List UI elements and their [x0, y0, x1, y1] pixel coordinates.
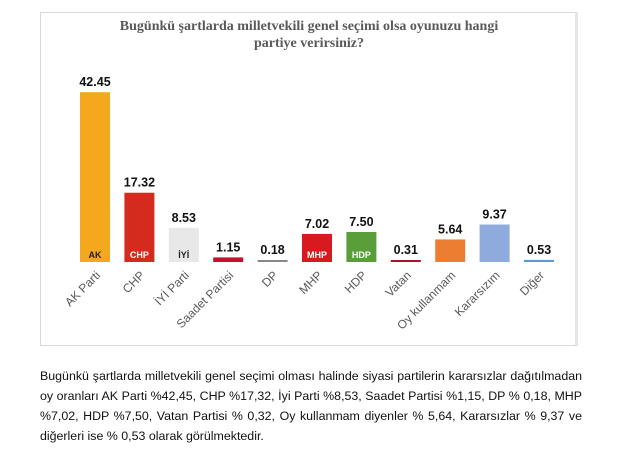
category-label: İYİ Parti	[152, 268, 192, 308]
chart-title-line-1: Bugünkü şartlarda milletvekili genel seç…	[119, 19, 499, 34]
data-label: 7.02	[305, 217, 329, 231]
data-label: 8.53	[172, 211, 196, 225]
category-label: AK Parti	[62, 268, 103, 309]
category-label: MHP	[296, 268, 325, 297]
bar	[302, 233, 332, 262]
bar-logo-mark: HDP	[352, 250, 371, 260]
category-label: Diğer	[517, 268, 547, 298]
bar-chart: AK 42.45 AK Parti CHP 17.32 CHP İYİ 8.53 İYİ Par…	[62, 75, 554, 332]
caption-text: Bugünkü şartlarda milletvekili genel seç…	[40, 369, 582, 443]
bar	[257, 260, 288, 262]
category-label: Kararsızım	[452, 268, 503, 319]
data-label: 5.64	[438, 222, 462, 236]
chart-title-line-2: partiye verirsiniz?	[253, 36, 365, 51]
category-label: HDP	[342, 268, 370, 296]
bar-logo-mark: CHP	[130, 250, 149, 260]
data-label: 42.45	[79, 75, 110, 89]
data-label: 7.50	[349, 215, 373, 229]
chart-frame	[40, 12, 578, 346]
bar	[346, 232, 377, 262]
bar	[168, 227, 199, 262]
bar	[524, 259, 554, 262]
data-label: 0.31	[394, 243, 418, 257]
data-label: 17.32	[124, 176, 155, 190]
bar-logo-mark: MHP	[307, 250, 327, 260]
data-label: 1.15	[216, 240, 240, 254]
category-label: Vatan	[382, 268, 413, 299]
bar-logo-mark: AK	[89, 250, 102, 260]
bar	[213, 257, 244, 262]
data-label: 9.37	[482, 208, 506, 222]
bar	[124, 192, 155, 262]
bar	[479, 224, 510, 262]
chart-title: Bugünkü şartlarda milletvekili genel seç…	[40, 18, 578, 52]
bar	[435, 239, 466, 262]
bar	[80, 92, 110, 262]
bar	[390, 260, 421, 262]
category-label: CHP	[120, 268, 148, 296]
data-label: 0.53	[527, 243, 551, 257]
bar-logo-mark: İYİ	[178, 250, 189, 260]
category-label: DP	[259, 268, 281, 290]
data-label: 0.18	[260, 243, 284, 257]
